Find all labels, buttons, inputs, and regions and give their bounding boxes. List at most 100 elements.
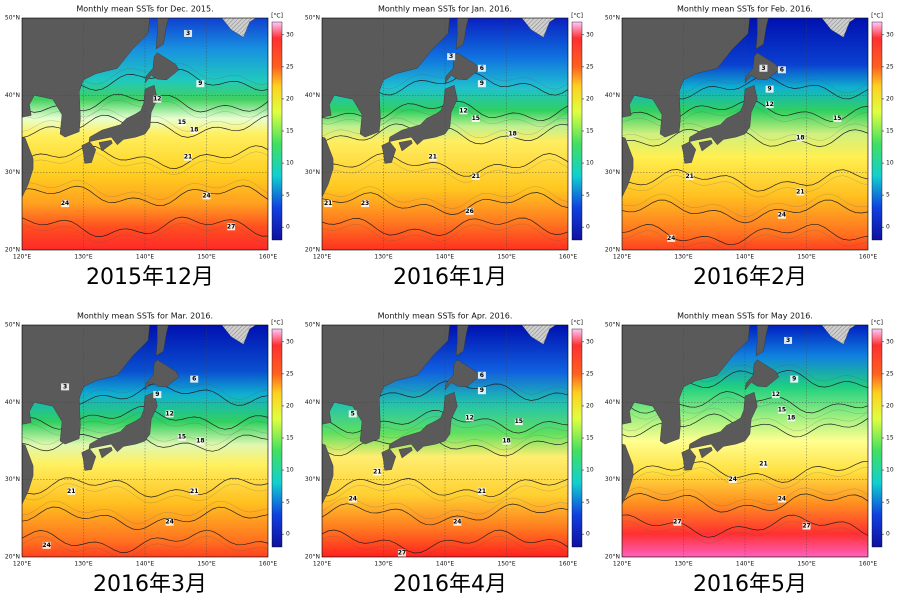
colorbar-tick-label: 15 [586, 128, 594, 135]
colorbar-tick-label: 20 [286, 402, 294, 409]
colorbar-tick-label: 10 [586, 160, 594, 167]
contour-label-bg [673, 518, 682, 526]
contour-label-bg [796, 188, 805, 196]
contour-label-bg [685, 173, 694, 181]
contour-label-bg [459, 107, 468, 115]
colorbar-tick-label: 0 [586, 531, 590, 538]
contour-label-bg [759, 64, 768, 72]
contour-label-bg [190, 375, 199, 383]
contour-label: 12 [765, 101, 773, 108]
contour-label-bg [787, 414, 796, 422]
land [622, 325, 750, 445]
lat-tick-label: 40°N [5, 92, 20, 99]
lon-tick-label: 150°E [197, 254, 215, 261]
lat-tick-label: 30°N [305, 169, 320, 176]
contour-label-bg [667, 234, 676, 242]
contour-label: 3 [761, 65, 765, 72]
panel-caption: 2016年5月 [693, 572, 807, 597]
colorbar-tick-label: 0 [586, 224, 590, 231]
contour-label: 12 [165, 410, 173, 417]
lat-tick-label: 20°N [5, 554, 20, 561]
colorbar-tick-label: 15 [586, 435, 594, 442]
lat-tick-label: 50°N [305, 15, 320, 22]
contour-label-bg [833, 115, 842, 123]
lon-tick-label: 120°E [313, 561, 331, 568]
lon-tick-label: 120°E [13, 254, 31, 261]
lon-tick-label: 120°E [613, 254, 631, 261]
land [622, 443, 634, 505]
lon-tick-label: 140°E [136, 561, 154, 568]
contour-label: 21 [685, 173, 693, 180]
land [688, 85, 758, 146]
land [322, 136, 334, 198]
contour-label: 21 [373, 468, 381, 475]
land [98, 446, 113, 459]
map-panel: Monthly mean SSTs for Apr. 2016. 120°E 130… [305, 312, 594, 598]
lat-tick-label: 30°N [5, 169, 20, 176]
contour-label-bg [324, 200, 333, 208]
contour-label: 18 [196, 438, 204, 445]
colorbar-tick-label: 15 [886, 128, 894, 135]
contour-label: 24 [202, 192, 210, 199]
contour-label: 5 [351, 410, 355, 417]
isotherm-minor [22, 179, 268, 200]
map-frame [621, 324, 869, 558]
panel-caption: 2016年4月 [393, 572, 507, 597]
contour-label-bg [165, 410, 174, 418]
colorbar-tick-label: 5 [886, 499, 890, 506]
map-area [322, 325, 568, 557]
isotherm [322, 529, 568, 554]
colorbar-unit: [°C] [271, 13, 283, 20]
colorbar-tick-label: 30 [286, 31, 294, 38]
lat-tick-label: 40°N [605, 399, 620, 406]
land [755, 325, 769, 357]
land [22, 325, 150, 445]
contour-label: 9 [480, 387, 484, 394]
lat-tick-label: 30°N [5, 476, 20, 483]
contour-label: 6 [192, 376, 196, 383]
panel-caption: 2016年3月 [93, 572, 207, 597]
isotherm-minor [322, 484, 568, 503]
lat-tick-label: 30°N [605, 476, 620, 483]
contour-label-bg [153, 95, 162, 103]
lon-tick-label: 140°E [436, 254, 454, 261]
land [455, 325, 469, 357]
contour-label: 18 [796, 134, 804, 141]
land [398, 446, 413, 459]
contour-label-bg [777, 211, 786, 219]
contour-label: 24 [165, 519, 173, 526]
no-data-ice [521, 18, 557, 38]
land [155, 325, 169, 357]
lon-tick-label: 140°E [736, 561, 754, 568]
lon-tick-label: 160°E [259, 254, 277, 261]
isotherm [622, 223, 868, 246]
contour-label: 24 [349, 496, 357, 503]
panel-caption: 2015年12月 [86, 265, 214, 290]
lat-tick-label: 50°N [305, 322, 320, 329]
map-frame [621, 17, 869, 251]
land [155, 18, 169, 50]
contour-label: 27 [802, 523, 810, 530]
contour-label: 23 [361, 200, 369, 207]
contour-label-bg [373, 468, 382, 476]
colorbar-unit: [°C] [871, 13, 883, 20]
contour-label: 21 [472, 173, 480, 180]
contour-label: 15 [178, 434, 186, 441]
contour-label-bg [397, 549, 406, 557]
colorbar [571, 21, 583, 241]
contour-label-bg [61, 200, 70, 208]
isotherm [622, 169, 868, 192]
no-data-ice [821, 325, 857, 345]
land [698, 446, 713, 459]
colorbar-tick-label: 10 [586, 467, 594, 474]
no-data-ice [821, 18, 857, 38]
lon-tick-label: 140°E [136, 254, 154, 261]
contour-label: 21 [478, 488, 486, 495]
contour-label: 24 [61, 200, 69, 207]
no-data-ice [521, 325, 557, 345]
map-frame [21, 324, 269, 558]
no-data-ice [221, 18, 257, 38]
isotherm-minor [322, 535, 568, 557]
